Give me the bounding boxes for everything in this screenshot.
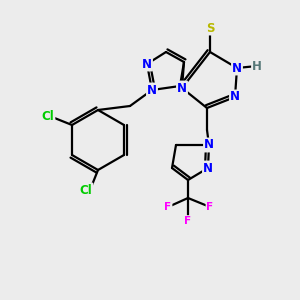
Text: F: F — [184, 216, 192, 226]
Text: Cl: Cl — [42, 110, 54, 124]
Text: Cl: Cl — [80, 184, 92, 196]
Text: F: F — [164, 202, 172, 212]
Text: S: S — [206, 22, 214, 34]
Text: N: N — [232, 61, 242, 74]
Text: H: H — [252, 59, 262, 73]
Text: N: N — [204, 139, 214, 152]
Text: N: N — [230, 91, 240, 103]
Text: N: N — [203, 161, 213, 175]
Text: N: N — [177, 82, 187, 94]
Text: N: N — [147, 83, 157, 97]
Text: N: N — [142, 58, 152, 70]
Text: F: F — [206, 202, 214, 212]
